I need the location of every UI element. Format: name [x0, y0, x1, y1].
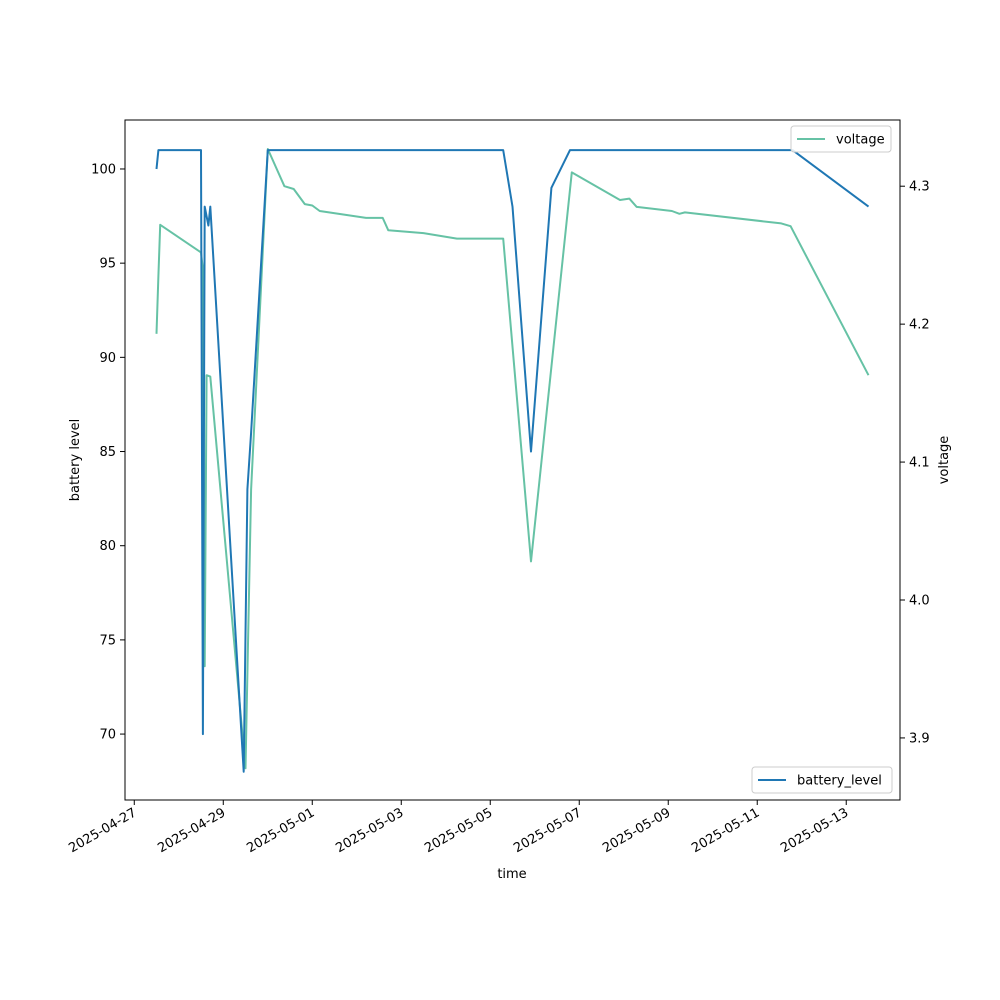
y-left-tick-label: 80 [99, 539, 116, 554]
x-tick-label: 2025-05-03 [333, 805, 406, 856]
y-right-tick-label: 4.3 [909, 180, 930, 195]
legend-voltage: voltage [790, 125, 892, 153]
legend-box [751, 766, 893, 794]
x-tick-label: 2025-05-07 [511, 805, 584, 856]
y-axis-right-title: voltage [937, 436, 952, 485]
y-left-tick-label: 95 [99, 257, 116, 272]
x-axis-title: time [497, 867, 526, 882]
x-tick-label: 2025-04-27 [66, 805, 139, 856]
y-left-tick-label: 70 [99, 728, 116, 743]
x-tick-label: 2025-04-29 [155, 805, 228, 856]
y-left-tick-label: 75 [99, 633, 116, 648]
series-line-voltage [155, 148, 870, 770]
legend-battery-level: battery_level [751, 766, 893, 794]
series-line-battery-level [155, 149, 870, 773]
y-axis-left-title: battery level [68, 419, 83, 502]
y-right-tick-label: 4.0 [909, 594, 930, 609]
legend-box [790, 125, 892, 153]
y-axis-left: 70 75 80 85 90 95 100 [91, 162, 125, 743]
x-tick-label: 2025-05-09 [600, 805, 673, 856]
y-right-tick-label: 4.1 [909, 456, 930, 471]
x-tick-label: 2025-05-13 [778, 805, 851, 856]
y-left-tick-label: 90 [99, 351, 116, 366]
legend-label-battery-level: battery_level [797, 774, 882, 789]
y-axis-right: 3.9 4.0 4.1 4.2 4.3 [900, 180, 930, 746]
y-right-tick-label: 3.9 [909, 731, 930, 746]
x-tick-label: 2025-05-01 [244, 805, 317, 856]
y-left-tick-label: 85 [99, 445, 116, 460]
x-axis: 2025-04-27 2025-04-29 2025-05-01 2025-05-03… [66, 800, 851, 856]
x-tick-label: 2025-05-05 [422, 805, 495, 856]
y-right-tick-label: 4.2 [909, 318, 930, 333]
plot-area [155, 148, 870, 773]
y-left-tick-label: 100 [91, 162, 116, 177]
plot-frame [124, 119, 901, 801]
x-tick-label: 2025-05-11 [689, 805, 762, 856]
legend-label-voltage: voltage [836, 133, 885, 148]
